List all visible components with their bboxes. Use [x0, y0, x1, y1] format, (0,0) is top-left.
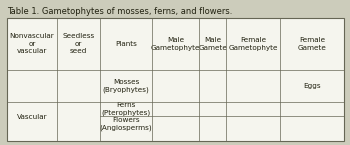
Text: Flowers
(Angiosperms): Flowers (Angiosperms): [100, 117, 152, 131]
Bar: [152, 116, 199, 132]
Text: Vascular: Vascular: [17, 114, 47, 120]
Bar: [152, 18, 199, 70]
Text: Eggs: Eggs: [303, 83, 321, 89]
Text: Female
Gamete: Female Gamete: [298, 37, 327, 51]
Text: Table 1. Gametophytes of mosses, ferns, and flowers.: Table 1. Gametophytes of mosses, ferns, …: [7, 7, 232, 16]
Bar: [226, 70, 280, 102]
Text: Male
Gamete: Male Gamete: [198, 37, 227, 51]
Bar: [226, 116, 280, 132]
Bar: [100, 102, 152, 116]
Text: Ferns
(Pterophytes): Ferns (Pterophytes): [102, 102, 150, 116]
Bar: [280, 116, 344, 132]
Bar: [100, 70, 152, 102]
Text: Nonvascular
or
vascular: Nonvascular or vascular: [9, 33, 54, 54]
Bar: [152, 102, 199, 116]
Bar: [100, 18, 152, 70]
Bar: [280, 18, 344, 70]
Text: Male
Gametophyte: Male Gametophyte: [151, 37, 200, 51]
Text: Female
Gametophyte: Female Gametophyte: [228, 37, 278, 51]
Text: Seedless
or
seed: Seedless or seed: [62, 33, 94, 54]
Bar: [7, 18, 57, 70]
Bar: [199, 116, 226, 132]
Bar: [199, 70, 226, 102]
Bar: [199, 102, 226, 116]
Text: Plants: Plants: [115, 41, 137, 47]
Bar: [100, 116, 152, 132]
Bar: [152, 70, 199, 102]
Text: Mosses
(Bryophytes): Mosses (Bryophytes): [103, 79, 149, 93]
Bar: [57, 102, 100, 132]
Bar: [57, 18, 100, 70]
Bar: [226, 102, 280, 116]
Bar: [280, 70, 344, 102]
Bar: [57, 70, 100, 102]
Bar: [7, 70, 57, 102]
Bar: [280, 102, 344, 116]
Bar: [7, 18, 344, 141]
Bar: [199, 18, 226, 70]
Bar: [7, 102, 57, 132]
Bar: [7, 18, 344, 141]
Bar: [226, 18, 280, 70]
